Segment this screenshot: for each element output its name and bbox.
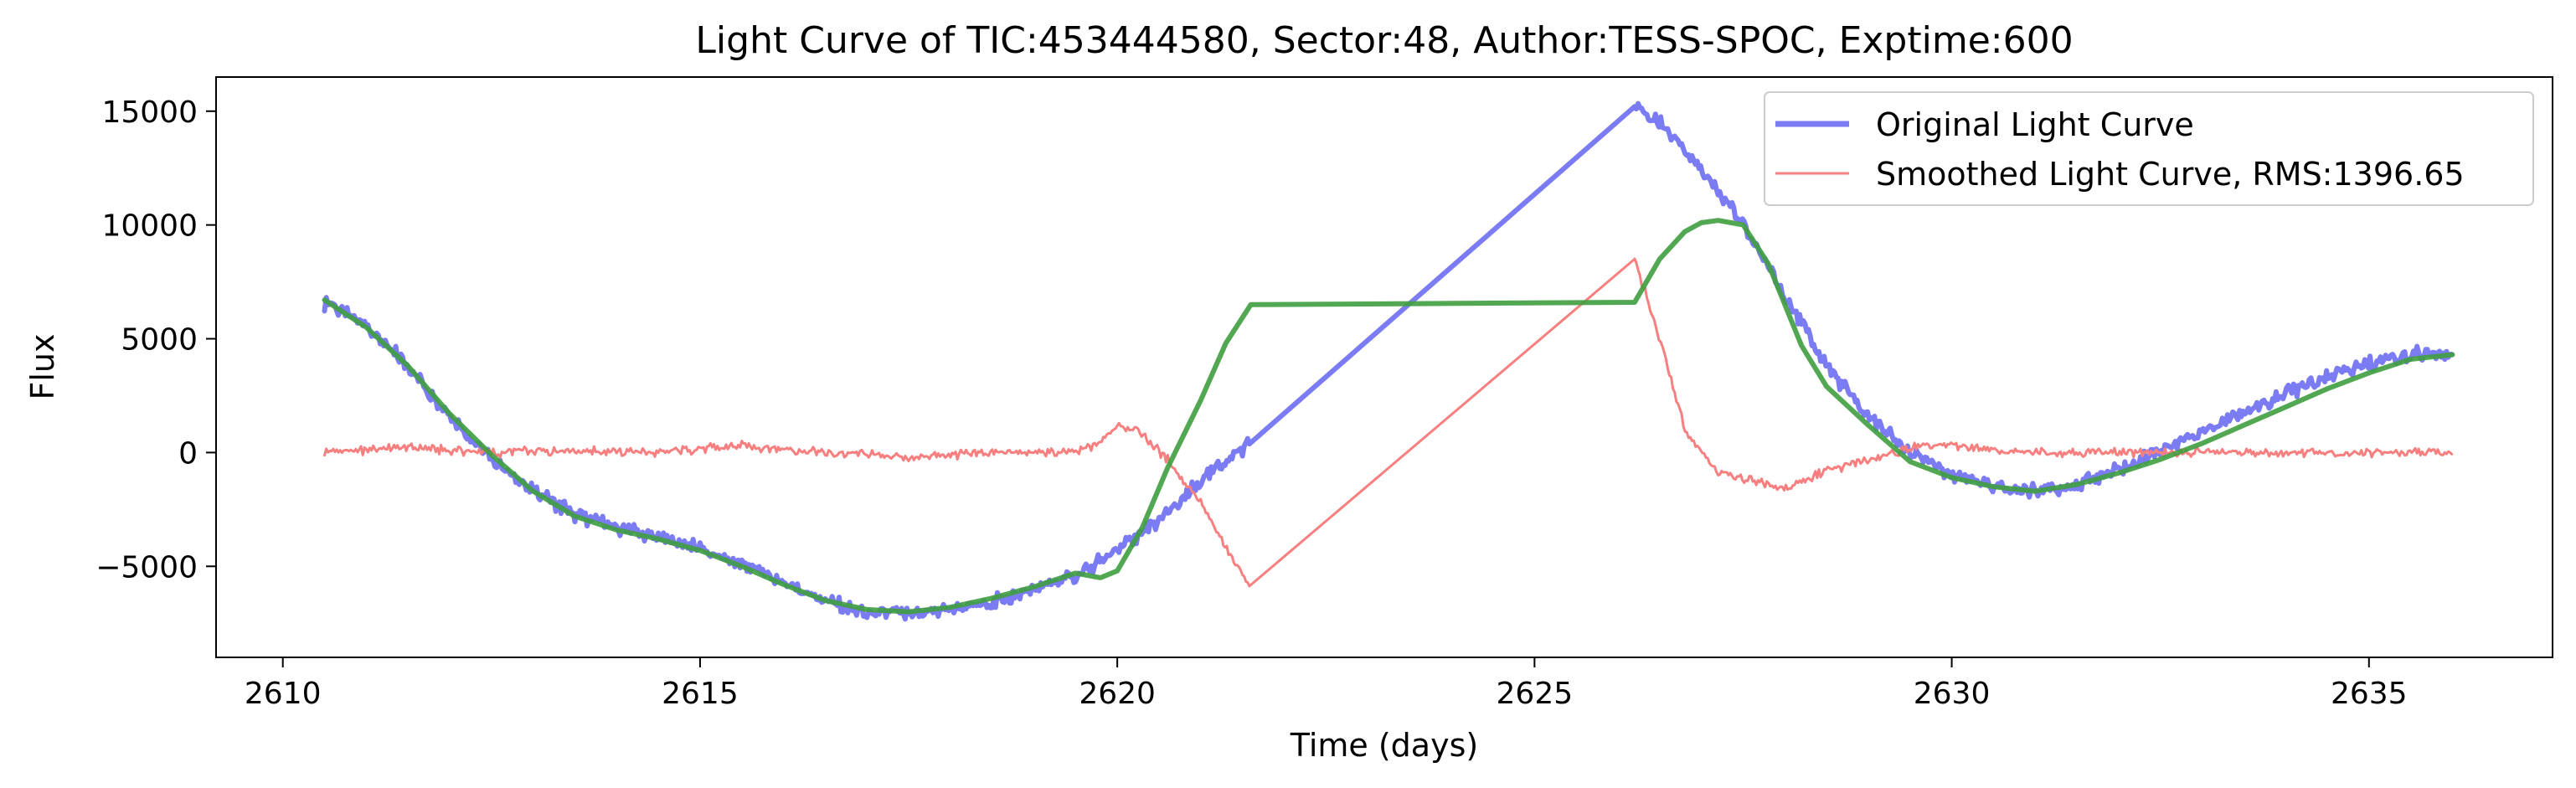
x-axis-label: Time (days) (1290, 727, 1478, 764)
x-tick-label: 2630 (1914, 677, 1991, 711)
y-axis-label: Flux (24, 334, 61, 400)
legend-label-original: Original Light Curve (1876, 106, 2194, 143)
y-tick-label: 5000 (121, 323, 198, 358)
legend-label-smoothed: Smoothed Light Curve, RMS:1396.65 (1876, 156, 2465, 193)
series-line-fit (322, 218, 2455, 615)
x-tick-label: 2615 (662, 677, 739, 711)
chart-title: Light Curve of TIC:453444580, Sector:48,… (695, 19, 2073, 62)
series-line-smoothed (323, 257, 2454, 588)
y-tick-label: 15000 (101, 95, 198, 130)
legend-box (1764, 91, 2534, 206)
x-tick-label: 2625 (1497, 677, 1574, 711)
y-tick-label: 10000 (101, 209, 198, 244)
axes-frame (215, 76, 2553, 658)
y-tick-label: −5000 (95, 550, 198, 585)
x-tick-label: 2610 (245, 677, 322, 711)
y-tick-label: 0 (178, 436, 198, 471)
x-tick-label: 2635 (2331, 677, 2408, 711)
y-axis-ticks: −5000 0 5000 10000 15000 (95, 95, 216, 585)
x-axis-ticks: 2610 2615 2620 2625 2630 2635 (245, 657, 2408, 711)
plot-area (322, 100, 2455, 622)
x-tick-label: 2620 (1079, 677, 1156, 711)
legend: Original Light Curve Smoothed Light Curv… (1764, 91, 2534, 206)
